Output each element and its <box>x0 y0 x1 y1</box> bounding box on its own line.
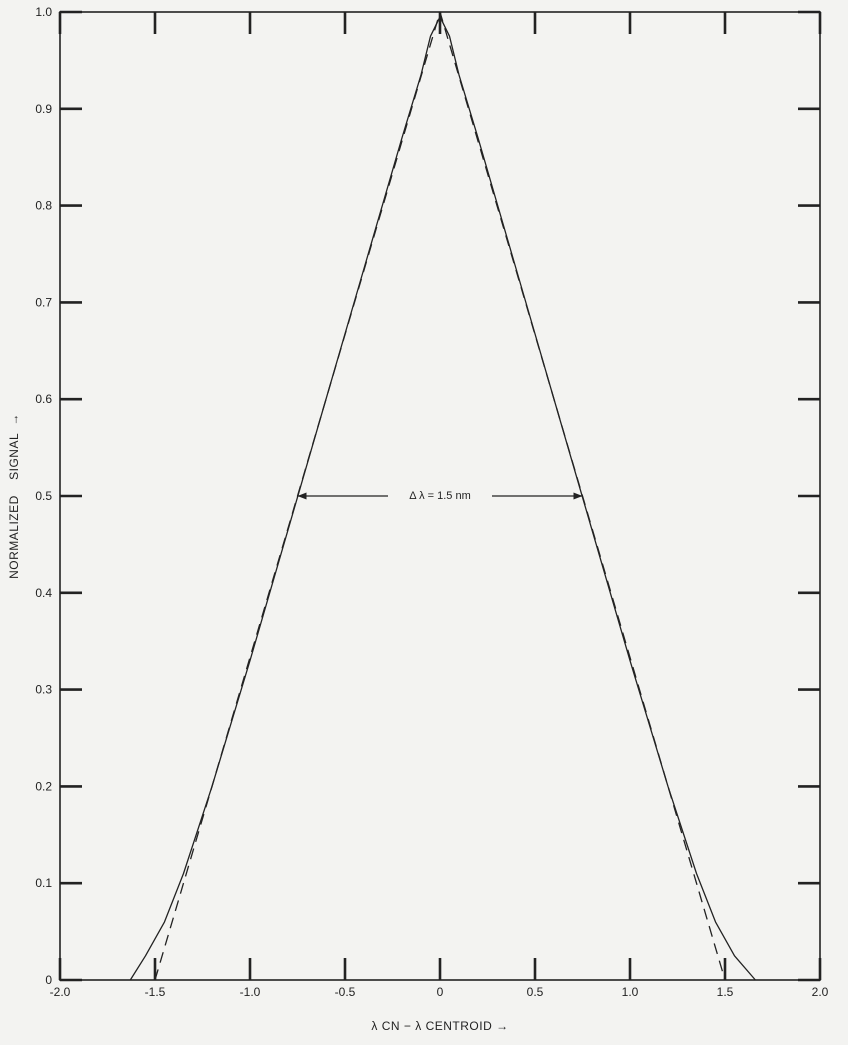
x-tick-label: -1.0 <box>240 985 261 999</box>
annotation-arrowhead-right <box>573 492 583 500</box>
y-tick-label: 0.7 <box>35 295 52 309</box>
annotation-arrowhead-left <box>297 492 307 500</box>
y-tick-label: 0.2 <box>35 779 52 793</box>
x-tick-label: 1.5 <box>717 985 734 999</box>
y-axis-label: NORMALIZED SIGNAL → <box>7 413 21 579</box>
x-tick-label: -0.5 <box>335 985 356 999</box>
x-tick-label: 0 <box>437 985 444 999</box>
y-tick-label: 0.8 <box>35 199 52 213</box>
y-tick-label: 0.4 <box>35 586 52 600</box>
y-axis-ticks: 0 0.1 0.2 0.3 0.4 0.5 0.6 0.7 0.8 0.9 1.0 <box>35 5 820 987</box>
y-tick-label: 0.9 <box>35 102 52 116</box>
annotation-layer: Δ λ = 1.5 nm <box>297 490 583 502</box>
x-tick-label: -1.5 <box>145 985 166 999</box>
x-tick-label: 1.0 <box>622 985 639 999</box>
x-tick-label: 2.0 <box>812 985 829 999</box>
y-tick-label: 0.1 <box>35 876 52 890</box>
x-tick-label: 0.5 <box>527 985 544 999</box>
series-dashed-line <box>154 11 726 981</box>
series-layer <box>129 11 756 981</box>
x-axis-ticks: -2.0 -1.5 -1.0 -0.5 0 0.5 1.0 1.5 2.0 <box>50 12 829 999</box>
y-tick-label: 0 <box>45 973 52 987</box>
annotation-delta-lambda: Δ λ = 1.5 nm <box>409 490 470 502</box>
y-tick-label: 0.3 <box>35 683 52 697</box>
y-tick-label: 0.6 <box>35 392 52 406</box>
x-tick-label: -2.0 <box>50 985 71 999</box>
x-axis-label: λ CN − λ CENTROID → <box>371 1019 508 1033</box>
y-tick-label: 1.0 <box>35 5 52 19</box>
y-tick-label: 0.5 <box>35 489 52 503</box>
